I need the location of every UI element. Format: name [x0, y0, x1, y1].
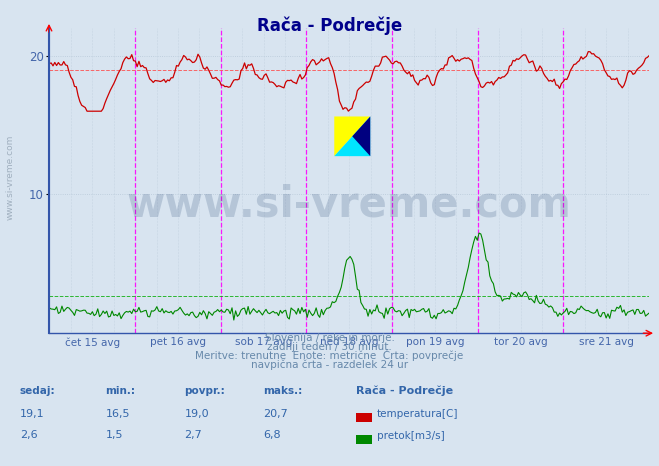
- Text: zadnji teden / 30 minut.: zadnji teden / 30 minut.: [267, 342, 392, 351]
- Text: 1,5: 1,5: [105, 430, 123, 440]
- Text: Slovenija / reke in morje.: Slovenija / reke in morje.: [264, 333, 395, 343]
- Text: 6,8: 6,8: [264, 430, 281, 440]
- Polygon shape: [353, 116, 370, 156]
- Polygon shape: [334, 116, 370, 156]
- Text: sedaj:: sedaj:: [20, 386, 55, 396]
- Text: 2,6: 2,6: [20, 430, 38, 440]
- Text: povpr.:: povpr.:: [185, 386, 225, 396]
- Text: 19,1: 19,1: [20, 409, 44, 419]
- Text: www.si-vreme.com: www.si-vreme.com: [127, 184, 572, 226]
- Text: 20,7: 20,7: [264, 409, 289, 419]
- Text: Meritve: trenutne  Enote: metrične  Črta: povprečje: Meritve: trenutne Enote: metrične Črta: …: [195, 349, 464, 361]
- Polygon shape: [334, 116, 370, 156]
- Text: navpična črta - razdelek 24 ur: navpična črta - razdelek 24 ur: [251, 360, 408, 370]
- Text: Rača - Podrečje: Rača - Podrečje: [257, 16, 402, 35]
- Text: 2,7: 2,7: [185, 430, 202, 440]
- Text: pretok[m3/s]: pretok[m3/s]: [377, 431, 445, 441]
- Text: maks.:: maks.:: [264, 386, 303, 396]
- Text: 19,0: 19,0: [185, 409, 209, 419]
- Text: min.:: min.:: [105, 386, 136, 396]
- Text: Rača - Podrečje: Rača - Podrečje: [356, 385, 453, 396]
- Text: 16,5: 16,5: [105, 409, 130, 419]
- Text: www.si-vreme.com: www.si-vreme.com: [5, 134, 14, 220]
- Text: temperatura[C]: temperatura[C]: [377, 409, 459, 419]
